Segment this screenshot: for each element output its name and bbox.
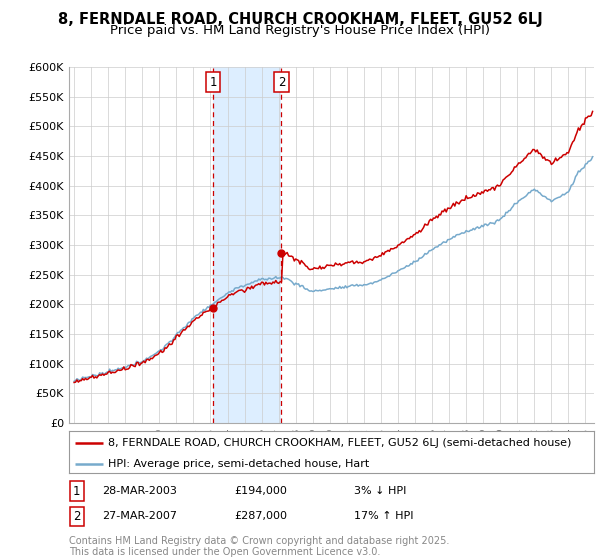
Text: Contains HM Land Registry data © Crown copyright and database right 2025.
This d: Contains HM Land Registry data © Crown c…: [69, 535, 449, 557]
Text: HPI: Average price, semi-detached house, Hart: HPI: Average price, semi-detached house,…: [109, 459, 370, 469]
Text: £194,000: £194,000: [234, 486, 287, 496]
Text: 17% ↑ HPI: 17% ↑ HPI: [354, 511, 413, 521]
Text: Price paid vs. HM Land Registry's House Price Index (HPI): Price paid vs. HM Land Registry's House …: [110, 24, 490, 38]
Text: 27-MAR-2007: 27-MAR-2007: [102, 511, 177, 521]
Text: £287,000: £287,000: [234, 511, 287, 521]
Text: 1: 1: [73, 484, 80, 498]
Text: 8, FERNDALE ROAD, CHURCH CROOKHAM, FLEET, GU52 6LJ (semi-detached house): 8, FERNDALE ROAD, CHURCH CROOKHAM, FLEET…: [109, 438, 572, 448]
Text: 3% ↓ HPI: 3% ↓ HPI: [354, 486, 406, 496]
Text: 8, FERNDALE ROAD, CHURCH CROOKHAM, FLEET, GU52 6LJ: 8, FERNDALE ROAD, CHURCH CROOKHAM, FLEET…: [58, 12, 542, 27]
Text: 2: 2: [73, 510, 80, 523]
Text: 2: 2: [278, 76, 285, 88]
Text: 1: 1: [209, 76, 217, 88]
Bar: [214, 67, 281, 423]
Text: 28-MAR-2003: 28-MAR-2003: [102, 486, 177, 496]
